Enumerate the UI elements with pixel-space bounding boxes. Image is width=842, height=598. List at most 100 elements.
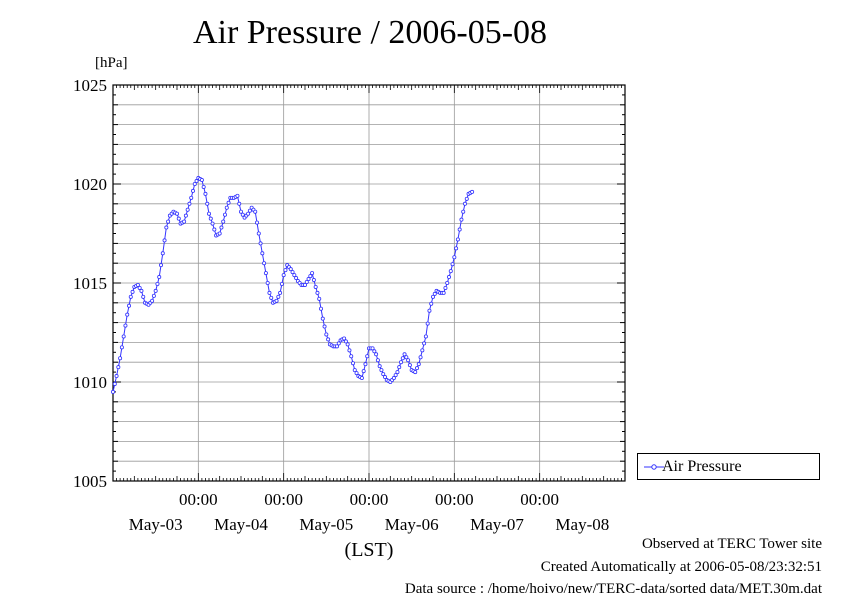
data-point-air-pressure [420, 348, 425, 353]
data-point-air-pressure [222, 212, 227, 217]
data-point-air-pressure [361, 369, 366, 374]
y-tick-label: 1020 [73, 175, 107, 194]
data-point-air-pressure [247, 208, 252, 213]
data-point-air-pressure [162, 238, 167, 243]
data-point-air-pressure [365, 354, 370, 359]
data-point-air-pressure [265, 280, 270, 285]
data-point-air-pressure [400, 356, 405, 361]
data-point-air-pressure [263, 271, 268, 276]
data-point-air-pressure [281, 273, 286, 278]
data-point-air-pressure [306, 277, 311, 282]
data-point-air-pressure [320, 316, 325, 321]
data-point-air-pressure [276, 294, 281, 299]
data-point-air-pressure [150, 298, 155, 303]
data-point-air-pressure [422, 341, 427, 346]
data-point-air-pressure [190, 188, 195, 193]
data-point-air-pressure [311, 278, 316, 283]
x-date-label: May-08 [555, 515, 609, 534]
data-point-air-pressure [459, 217, 464, 222]
data-point-air-pressure [292, 273, 297, 278]
data-point-air-pressure [432, 291, 437, 296]
data-point-air-pressure [166, 219, 171, 224]
data-point-air-pressure [450, 262, 455, 267]
data-point-air-pressure [326, 337, 331, 342]
data-point-air-pressure [262, 261, 267, 266]
data-point-air-pressure [185, 207, 190, 212]
data-point-air-pressure [315, 290, 320, 295]
data-point-air-pressure [349, 354, 354, 359]
y-tick-label: 1010 [73, 373, 107, 392]
x-date-label: May-03 [129, 515, 183, 534]
data-point-air-pressure [240, 212, 245, 217]
y-tick-label: 1005 [73, 472, 107, 491]
x-tick-time-label: 00:00 [264, 490, 303, 509]
data-point-air-pressure [317, 296, 322, 301]
data-point-air-pressure [443, 285, 448, 290]
data-point-air-pressure [423, 334, 428, 339]
data-point-air-pressure [457, 227, 462, 232]
x-tick-time-label: 00:00 [179, 490, 218, 509]
data-point-air-pressure [397, 365, 402, 370]
data-point-air-pressure [121, 334, 126, 339]
data-point-air-pressure [208, 216, 213, 221]
data-point-air-pressure [359, 376, 364, 381]
footer-datasource: Data source : /home/hoivo/new/TERC-data/… [404, 581, 822, 597]
data-point-air-pressure [114, 374, 119, 379]
data-point-air-pressure [123, 323, 128, 328]
data-point-air-pressure [112, 381, 117, 386]
data-point-air-pressure [377, 364, 382, 369]
data-point-air-pressure [217, 231, 222, 236]
data-point-air-pressure [445, 280, 450, 285]
data-point-air-pressure [446, 275, 451, 280]
data-point-air-pressure [416, 362, 421, 367]
data-point-air-pressure [176, 216, 181, 221]
data-point-air-pressure [187, 201, 192, 206]
data-point-air-pressure [342, 336, 347, 341]
data-point-air-pressure [461, 209, 466, 214]
data-point-air-pressure [151, 293, 156, 298]
data-point-air-pressure [246, 211, 251, 216]
x-date-label: May-06 [385, 515, 439, 534]
data-point-air-pressure [310, 271, 315, 276]
data-point-air-pressure [238, 209, 243, 214]
data-point-air-pressure [155, 281, 160, 286]
data-point-air-pressure [304, 280, 309, 285]
data-point-air-pressure [352, 368, 357, 373]
data-point-air-pressure [302, 282, 307, 287]
x-axis-label: (LST) [345, 539, 394, 561]
data-point-air-pressure [288, 267, 293, 272]
x-tick-time-label: 00:00 [350, 490, 389, 509]
data-point-air-pressure [192, 181, 197, 186]
x-date-label: May-07 [470, 515, 524, 534]
data-point-air-pressure [336, 341, 341, 346]
footer-site: Observed at TERC Tower site [641, 536, 822, 552]
data-point-air-pressure [164, 225, 169, 230]
data-point-air-pressure [221, 219, 226, 224]
data-point-air-pressure [455, 237, 460, 242]
data-point-air-pressure [374, 352, 379, 357]
data-point-air-pressure [404, 355, 409, 360]
data-point-air-pressure [308, 274, 313, 279]
data-point-air-pressure [406, 358, 411, 363]
data-point-air-pressure [226, 200, 231, 205]
data-point-air-pressure [125, 312, 130, 317]
data-point-air-pressure [470, 189, 475, 194]
y-tick-label: 1015 [73, 274, 107, 293]
data-point-air-pressure [347, 348, 352, 353]
data-point-air-pressure [118, 356, 123, 361]
data-point-air-pressure [395, 370, 400, 375]
data-point-air-pressure [350, 361, 355, 366]
data-point-air-pressure [153, 288, 158, 293]
data-point-air-pressure [452, 255, 457, 260]
footer-created: Created Automatically at 2006-05-08/23:3… [540, 559, 822, 575]
data-point-air-pressure [206, 211, 211, 216]
data-point-air-pressure [130, 289, 135, 294]
data-point-air-pressure [414, 366, 419, 371]
data-point-air-pressure [345, 342, 350, 347]
data-point-air-pressure [203, 191, 208, 196]
data-point-air-pressure [127, 303, 132, 308]
data-point-air-pressure [269, 295, 274, 300]
data-point-air-pressure [254, 220, 259, 225]
data-point-air-pressure [258, 241, 263, 246]
